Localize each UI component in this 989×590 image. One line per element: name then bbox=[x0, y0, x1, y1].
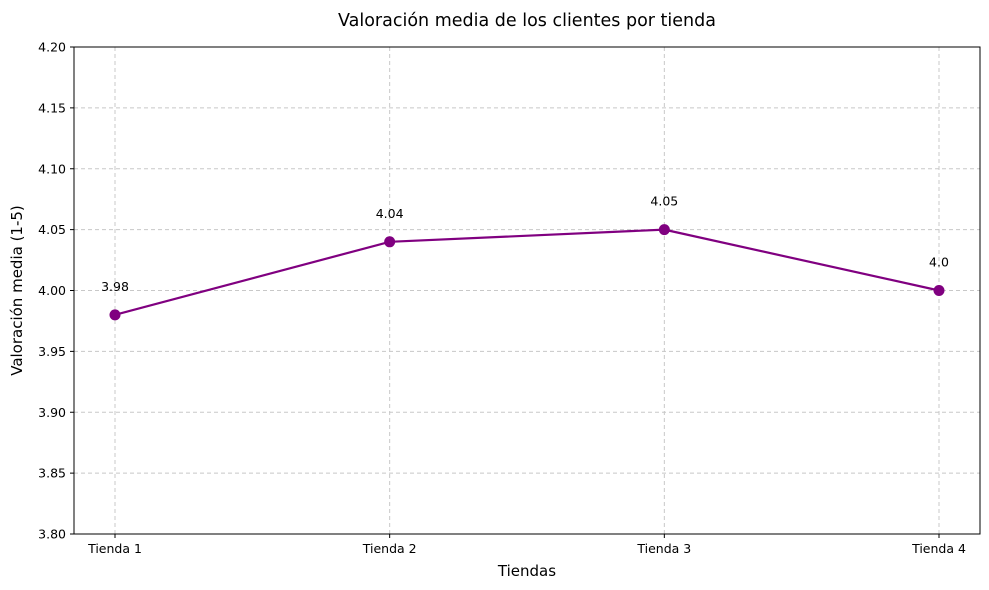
data-label: 3.98 bbox=[101, 279, 129, 294]
data-labels: 3.98 4.04 4.05 4.0 bbox=[101, 194, 949, 294]
y-tick-label: 3.80 bbox=[38, 527, 66, 542]
y-tick-label: 3.90 bbox=[38, 405, 66, 420]
data-point bbox=[109, 309, 121, 321]
x-tick-label: Tienda 3 bbox=[636, 541, 691, 556]
data-point bbox=[933, 285, 945, 296]
y-tick-label: 4.00 bbox=[38, 283, 66, 298]
x-axis-title: Tiendas bbox=[497, 562, 556, 580]
y-tick-label: 3.95 bbox=[38, 344, 66, 359]
series-polyline bbox=[114, 228, 940, 316]
y-axis-title: Valoración media (1-5) bbox=[8, 205, 26, 376]
y-tick-label: 4.20 bbox=[38, 40, 66, 55]
data-point bbox=[384, 236, 396, 248]
data-label: 4.04 bbox=[376, 206, 404, 221]
y-tick-label: 4.15 bbox=[38, 100, 66, 115]
chart-title: Valoración media de los clientes por tie… bbox=[338, 11, 716, 31]
x-tick-label: Tienda 1 bbox=[87, 541, 142, 556]
data-label: 4.05 bbox=[650, 194, 678, 209]
y-tick-label: 3.85 bbox=[38, 466, 66, 481]
y-tick-label: 4.05 bbox=[38, 222, 66, 237]
data-point bbox=[658, 224, 670, 236]
series-line bbox=[109, 224, 945, 321]
grid bbox=[74, 47, 980, 534]
y-axis-ticks: 3.80 3.85 3.90 3.95 4.00 4.05 4.10 4.15 4.20 bbox=[38, 40, 74, 542]
y-tick-label: 4.10 bbox=[38, 161, 66, 176]
x-tick-label: Tienda 4 bbox=[911, 541, 966, 556]
x-axis-ticks: Tienda 1 Tienda 2 Tienda 3 Tienda 4 bbox=[87, 534, 966, 556]
x-tick-label: Tienda 2 bbox=[362, 541, 417, 556]
data-label: 4.0 bbox=[929, 255, 949, 270]
